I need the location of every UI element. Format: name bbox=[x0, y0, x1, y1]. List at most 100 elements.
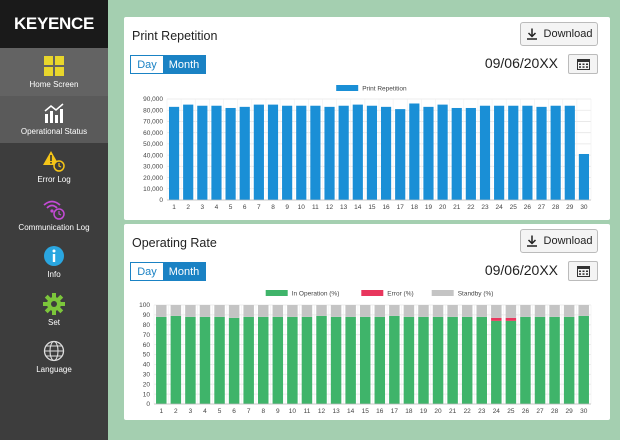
bar bbox=[374, 316, 386, 404]
nav-label: Error Log bbox=[37, 174, 71, 184]
bar bbox=[272, 305, 284, 317]
x-tick-label: 4 bbox=[215, 204, 219, 211]
x-tick-label: 23 bbox=[481, 204, 489, 211]
bar bbox=[330, 305, 342, 317]
x-tick-label: 26 bbox=[524, 204, 532, 211]
x-tick-label: 18 bbox=[405, 408, 413, 415]
x-tick-label: 5 bbox=[218, 408, 222, 415]
x-tick-label: 2 bbox=[186, 204, 190, 211]
bar bbox=[403, 316, 415, 404]
download-button[interactable]: Download bbox=[520, 229, 598, 253]
bar bbox=[366, 105, 378, 200]
bar bbox=[374, 305, 386, 317]
x-tick-label: 28 bbox=[552, 204, 560, 211]
x-tick-label: 28 bbox=[551, 408, 559, 415]
bar bbox=[403, 305, 415, 317]
status-chart-icon bbox=[44, 103, 64, 124]
nav-home-screen[interactable]: Home Screen bbox=[0, 48, 108, 96]
x-tick-label: 3 bbox=[201, 204, 205, 211]
home-grid-icon bbox=[44, 55, 64, 76]
legend-swatch bbox=[431, 290, 454, 296]
x-tick-label: 29 bbox=[566, 408, 574, 415]
bar bbox=[243, 316, 254, 404]
download-button[interactable]: Download bbox=[520, 22, 598, 46]
calendar-icon bbox=[576, 59, 590, 70]
x-tick-label: 29 bbox=[566, 204, 574, 211]
bar bbox=[423, 106, 434, 200]
y-tick-label: 60 bbox=[143, 342, 151, 349]
nav-operational-status[interactable]: Operational Status bbox=[0, 95, 108, 144]
bar bbox=[211, 105, 222, 200]
x-tick-label: 24 bbox=[493, 408, 501, 415]
toggle-month[interactable]: Month bbox=[163, 56, 205, 73]
calendar-button[interactable] bbox=[568, 54, 598, 74]
download-icon bbox=[526, 28, 537, 40]
x-tick-label: 10 bbox=[298, 204, 306, 211]
toggle-day[interactable]: Day bbox=[131, 56, 163, 73]
y-tick-label: 10,000 bbox=[143, 186, 163, 193]
panel-title: Print Repetition bbox=[132, 29, 218, 43]
x-tick-label: 20 bbox=[434, 408, 442, 415]
nav-error-log[interactable]: Error Log bbox=[0, 143, 108, 191]
print-repetition-chart: Print Repetition 0 10,000 20,000 30,000 40,00… bbox=[143, 85, 592, 211]
bar bbox=[479, 105, 491, 200]
bar bbox=[491, 320, 502, 404]
bar bbox=[520, 305, 531, 317]
bar bbox=[267, 104, 279, 200]
y-tick-label: 0 bbox=[159, 197, 163, 204]
bar bbox=[550, 105, 561, 200]
x-tick-label: 8 bbox=[261, 408, 265, 415]
bar bbox=[253, 104, 264, 200]
bar bbox=[272, 316, 284, 404]
calendar-button[interactable] bbox=[568, 261, 598, 281]
bar bbox=[549, 305, 560, 317]
y-tick-label: 20,000 bbox=[143, 175, 163, 182]
toggle-month[interactable]: Month bbox=[163, 263, 205, 280]
bar bbox=[578, 305, 589, 316]
y-tick-label: 50 bbox=[143, 352, 151, 359]
x-tick-label: 27 bbox=[538, 204, 546, 211]
bar bbox=[330, 316, 342, 404]
x-tick-label: 26 bbox=[522, 408, 530, 415]
bar bbox=[564, 105, 575, 200]
x-tick-label: 9 bbox=[285, 204, 289, 211]
bar bbox=[389, 305, 400, 316]
bar bbox=[432, 305, 444, 317]
info-icon bbox=[44, 246, 64, 267]
bar bbox=[225, 107, 236, 200]
nav-label: Set bbox=[47, 317, 60, 327]
x-tick-label: 2 bbox=[174, 408, 178, 415]
nav-communication-log[interactable]: Communication Log bbox=[0, 191, 108, 239]
x-tick-label: 22 bbox=[467, 204, 475, 211]
x-tick-label: 17 bbox=[397, 204, 405, 211]
bar bbox=[156, 305, 167, 317]
x-tick-label: 11 bbox=[312, 204, 319, 211]
bar bbox=[359, 316, 371, 404]
x-tick-label: 12 bbox=[326, 204, 334, 211]
bar bbox=[345, 316, 356, 404]
x-tick-label: 8 bbox=[271, 204, 275, 211]
wifi-clock-icon bbox=[43, 200, 65, 220]
nav-info[interactable]: Info bbox=[0, 238, 108, 286]
y-tick-label: 20 bbox=[143, 381, 151, 388]
x-tick-label: 27 bbox=[536, 408, 544, 415]
sidebar: KEYENCE Home Screen Operational Status E… bbox=[0, 0, 108, 440]
toggle-day[interactable]: Day bbox=[131, 263, 163, 280]
bar bbox=[476, 316, 487, 404]
nav-language[interactable]: Language bbox=[0, 334, 108, 382]
y-tick-label: 40,000 bbox=[143, 152, 163, 159]
bar bbox=[491, 305, 502, 318]
bar bbox=[170, 315, 182, 404]
x-tick-label: 7 bbox=[257, 204, 261, 211]
y-tick-label: 70,000 bbox=[143, 119, 163, 126]
nav-set[interactable]: Set bbox=[0, 286, 108, 334]
bar bbox=[183, 104, 194, 200]
x-tick-label: 24 bbox=[496, 204, 504, 211]
bar bbox=[522, 105, 533, 200]
x-tick-label: 4 bbox=[203, 408, 207, 415]
y-tick-label: 60,000 bbox=[143, 130, 163, 137]
period-toggle: Day Month bbox=[130, 55, 206, 74]
y-tick-label: 50,000 bbox=[143, 141, 163, 148]
x-tick-label: 17 bbox=[391, 408, 399, 415]
x-tick-label: 15 bbox=[368, 204, 376, 211]
